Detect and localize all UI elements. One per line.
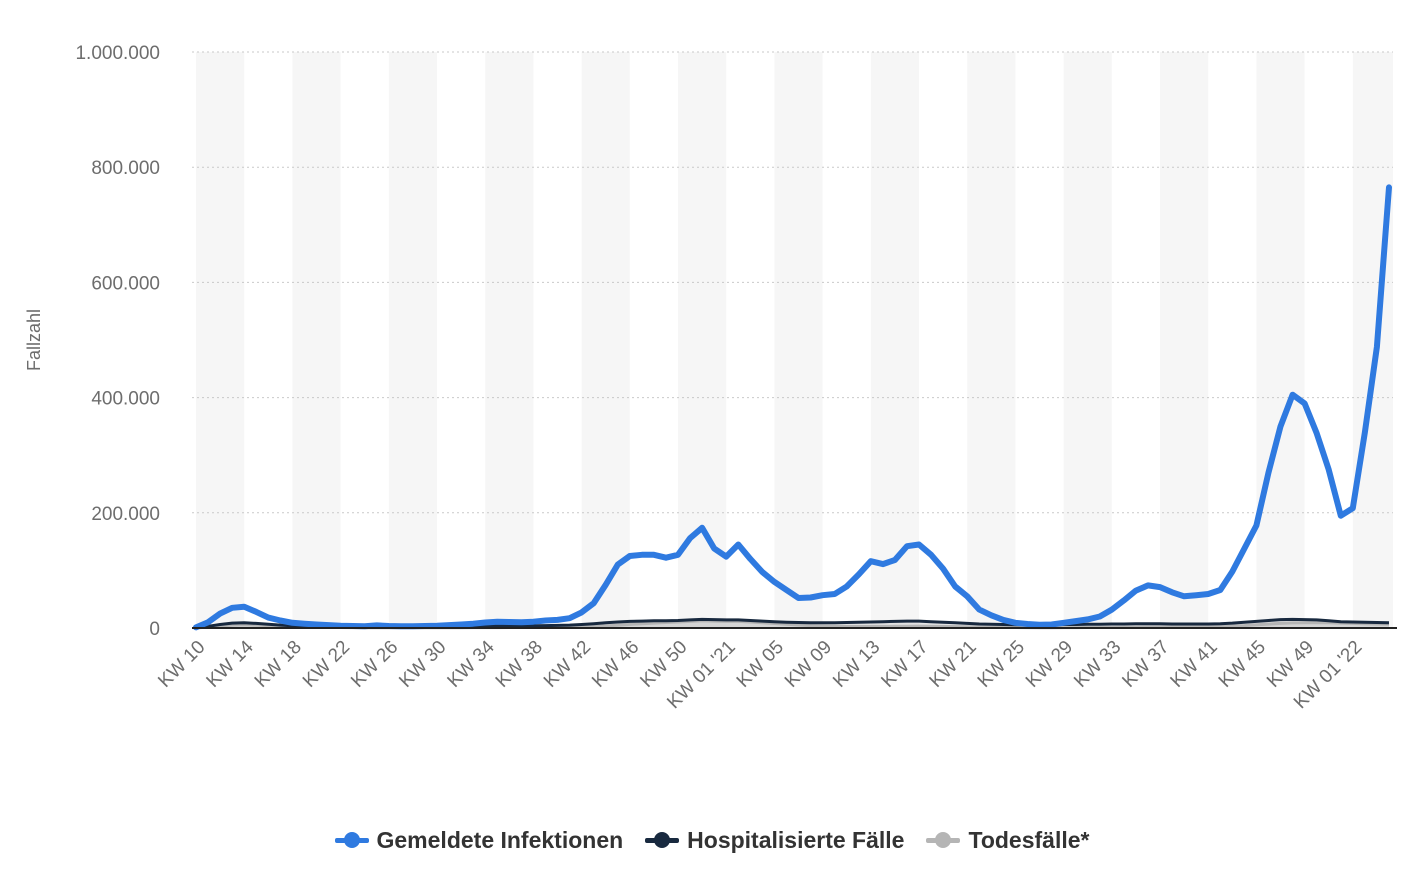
x-tick-label: KW 14 [203,636,258,691]
legend-swatch-hospitalisierte [645,832,680,848]
legend-item-todesfaelle[interactable]: Todesfälle* [926,827,1089,854]
background-band [1160,52,1209,628]
background-band [774,52,823,628]
background-band [1063,52,1112,628]
x-tick-label: KW 41 [1167,637,1222,692]
legend-swatch-todesfaelle [926,832,961,848]
background-band [581,52,630,628]
x-tick-label: KW 25 [974,637,1029,692]
x-tick-label: KW 33 [1070,637,1125,692]
x-tick-label: KW 30 [395,637,450,692]
y-tick-label: 0 [149,619,160,640]
y-axis-title: Fallzahl [24,309,44,371]
x-tick-label: KW 22 [299,637,354,692]
x-tick-label: KW 10 [154,637,209,692]
y-tick-label: 200.000 [91,504,160,525]
background-band [292,52,341,628]
x-tick-label: KW 17 [877,637,932,692]
x-tick-label: KW 38 [492,637,547,692]
background-band [485,52,534,628]
x-tick-label: KW 13 [829,637,884,692]
legend-label-hospitalisierte: Hospitalisierte Fälle [687,826,905,853]
x-tick-label: KW 37 [1118,637,1173,692]
background-band [1256,52,1305,628]
legend-item-infektionen[interactable]: Gemeldete Infektionen [334,826,624,854]
y-tick-label: 1.000.000 [75,43,160,64]
y-tick-label: 400.000 [91,389,160,410]
legend: Gemeldete Infektionen Hospitalisierte Fä… [0,822,1424,858]
background-band [388,52,438,628]
x-tick-label: KW 18 [251,637,306,692]
background-band [967,52,1016,628]
x-tick-label: KW 29 [1022,637,1077,692]
legend-swatch-infektionen [334,832,369,848]
y-tick-label: 800.000 [91,158,160,179]
x-tick-label: KW 09 [781,637,836,692]
x-tick-label: KW 05 [733,637,788,692]
y-tick-label: 600.000 [91,273,160,294]
legend-label-todesfaelle: Todesfälle* [968,826,1090,853]
background-band [196,52,245,628]
x-tick-label: KW 21 [926,637,981,692]
legend-label-infektionen: Gemeldete Infektionen [376,826,624,853]
x-tick-label: KW 34 [444,636,499,691]
x-tick-label: KW 45 [1215,637,1270,692]
x-tick-label: KW 46 [588,637,643,692]
legend-item-hospitalisierte[interactable]: Hospitalisierte Fälle [645,827,904,854]
x-tick-label: KW 42 [540,637,595,692]
background-band [870,52,920,628]
x-tick-label: KW 26 [347,637,402,692]
background-band [1352,52,1393,628]
line-infektionen [193,184,1392,631]
